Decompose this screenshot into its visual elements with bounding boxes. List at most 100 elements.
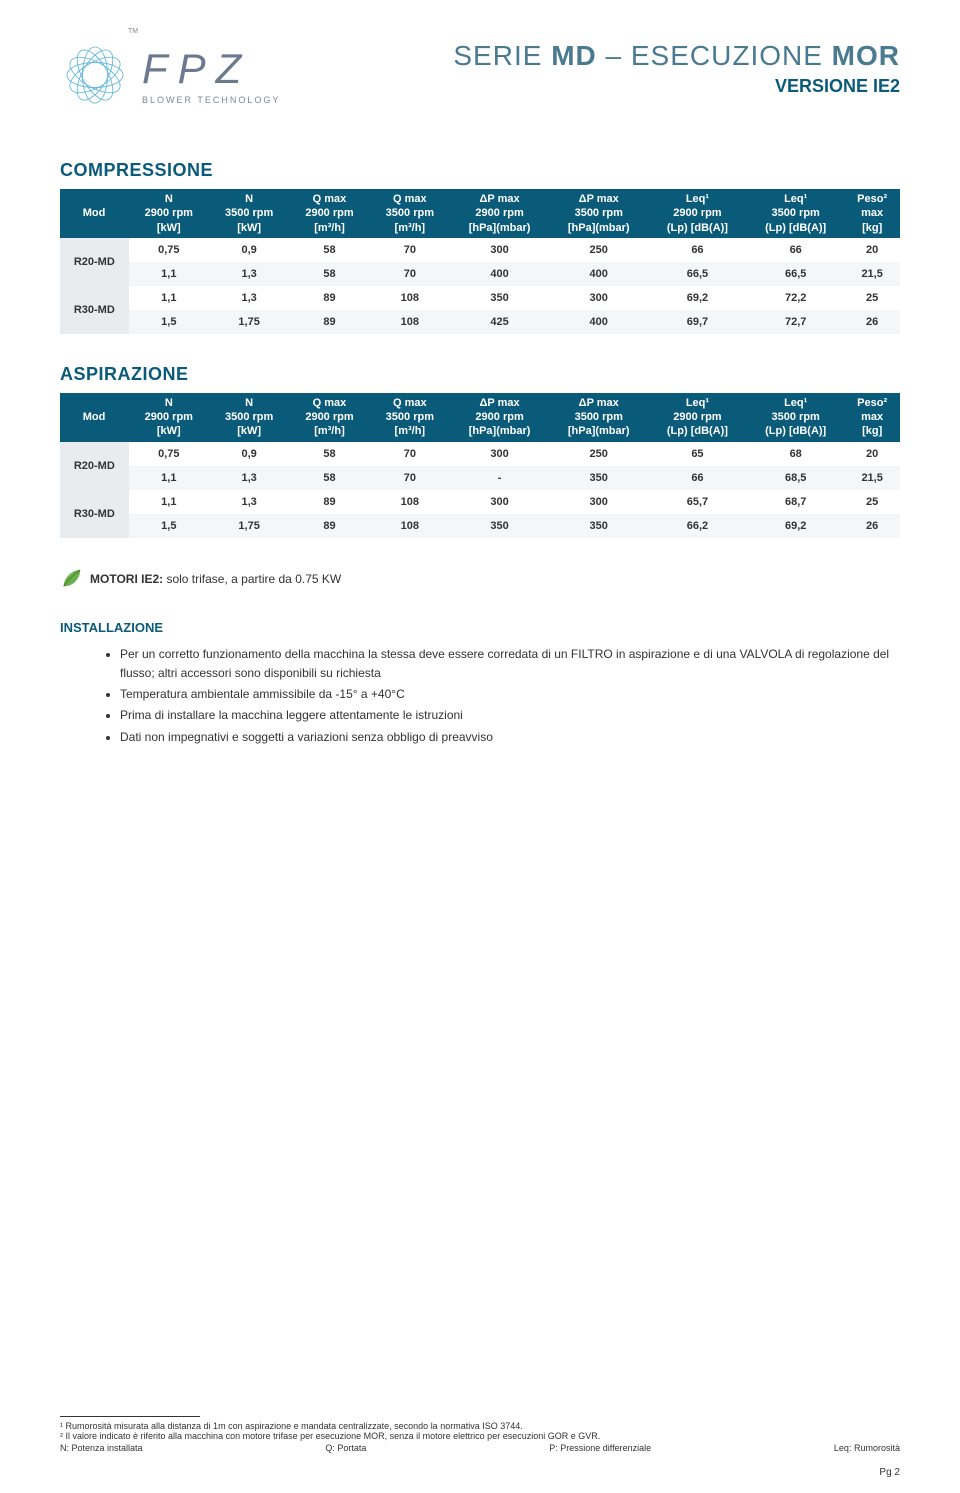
data-cell: 1,1 bbox=[129, 286, 209, 310]
column-header: Peso²max[kg] bbox=[845, 189, 900, 238]
column-header: Leq¹2900 rpm(Lp) [dB(A)] bbox=[648, 393, 746, 442]
install-item: Temperatura ambientale ammissibile da -1… bbox=[120, 685, 900, 704]
data-cell: 0,75 bbox=[129, 442, 209, 466]
data-cell: - bbox=[450, 466, 549, 490]
brand-tagline: BLOWER TECHNOLOGY bbox=[142, 95, 280, 105]
logo-text: FPZ BLOWER TECHNOLOGY bbox=[142, 45, 280, 105]
data-cell: 66 bbox=[648, 466, 746, 490]
swirl-icon bbox=[60, 40, 130, 110]
aspirazione-tbody: R20-MD0,750,95870300250656820 1,11,35870-… bbox=[60, 442, 900, 538]
motori-text: MOTORI IE2: solo trifase, a partire da 0… bbox=[90, 572, 341, 586]
column-header: N3500 rpm[kW] bbox=[209, 189, 289, 238]
title-part-a: SERIE bbox=[453, 40, 551, 71]
page-footer: ¹ Rumorosità misurata alla distanza di 1… bbox=[60, 1416, 900, 1453]
mod-cell: R30-MD bbox=[60, 490, 129, 538]
data-cell: 68,5 bbox=[747, 466, 845, 490]
data-cell: 66,5 bbox=[648, 262, 746, 286]
data-cell: 0,9 bbox=[209, 442, 289, 466]
data-cell: 350 bbox=[450, 514, 549, 538]
data-cell: 300 bbox=[549, 286, 648, 310]
page-title: SERIE MD – ESECUZIONE MOR bbox=[453, 40, 900, 72]
data-cell: 72,2 bbox=[747, 286, 845, 310]
data-cell: 1,75 bbox=[209, 310, 289, 334]
column-header: Q max2900 rpm[m³/h] bbox=[289, 393, 369, 442]
data-cell: 425 bbox=[450, 310, 549, 334]
title-area: SERIE MD – ESECUZIONE MOR VERSIONE IE2 bbox=[453, 40, 900, 97]
data-cell: 300 bbox=[549, 490, 648, 514]
column-header: Leq¹3500 rpm(Lp) [dB(A)] bbox=[747, 393, 845, 442]
table-row: R20-MD0,750,95870300250656820 bbox=[60, 442, 900, 466]
footnote-1: ¹ Rumorosità misurata alla distanza di 1… bbox=[60, 1421, 900, 1431]
data-cell: 58 bbox=[289, 466, 369, 490]
column-header: Mod bbox=[60, 393, 129, 442]
page-subtitle: VERSIONE IE2 bbox=[453, 76, 900, 97]
data-cell: 1,3 bbox=[209, 490, 289, 514]
brand-name: FPZ bbox=[142, 45, 280, 93]
mod-cell: R20-MD bbox=[60, 442, 129, 490]
table-row: R30-MD1,11,38910830030065,768,725 bbox=[60, 490, 900, 514]
column-header: Mod bbox=[60, 189, 129, 238]
data-cell: 350 bbox=[450, 286, 549, 310]
motori-row: MOTORI IE2: solo trifase, a partire da 0… bbox=[60, 568, 900, 590]
data-cell: 1,5 bbox=[129, 310, 209, 334]
data-cell: 1,3 bbox=[209, 262, 289, 286]
data-cell: 350 bbox=[549, 466, 648, 490]
table-row: 1,51,758910835035066,269,226 bbox=[60, 514, 900, 538]
leaf-icon bbox=[60, 568, 82, 590]
table-row: 1,51,758910842540069,772,726 bbox=[60, 310, 900, 334]
compressione-table: ModN2900 rpm[kW]N3500 rpm[kW]Q max2900 r… bbox=[60, 189, 900, 334]
footer-legend: N: Potenza installata Q: Portata P: Pres… bbox=[60, 1443, 900, 1453]
column-header: Peso²max[kg] bbox=[845, 393, 900, 442]
data-cell: 58 bbox=[289, 238, 369, 262]
mod-cell: R20-MD bbox=[60, 238, 129, 286]
data-cell: 300 bbox=[450, 238, 549, 262]
data-cell: 21,5 bbox=[845, 262, 900, 286]
column-header: Leq¹2900 rpm(Lp) [dB(A)] bbox=[648, 189, 746, 238]
page-number: Pg 2 bbox=[879, 1467, 900, 1478]
aspirazione-thead: ModN2900 rpm[kW]N3500 rpm[kW]Q max2900 r… bbox=[60, 393, 900, 442]
legend-q: Q: Portata bbox=[325, 1443, 366, 1453]
footnote-2: ² Il valore indicato è riferito alla mac… bbox=[60, 1431, 900, 1441]
data-cell: 400 bbox=[450, 262, 549, 286]
data-cell: 72,7 bbox=[747, 310, 845, 334]
aspirazione-title: ASPIRAZIONE bbox=[60, 364, 900, 385]
data-cell: 21,5 bbox=[845, 466, 900, 490]
logo-area: FPZ BLOWER TECHNOLOGY bbox=[60, 40, 280, 110]
data-cell: 68 bbox=[747, 442, 845, 466]
motori-label: MOTORI IE2: bbox=[90, 572, 163, 586]
data-cell: 20 bbox=[845, 238, 900, 262]
data-cell: 66 bbox=[747, 238, 845, 262]
data-cell: 300 bbox=[450, 490, 549, 514]
column-header: ΔP max3500 rpm[hPa](mbar) bbox=[549, 393, 648, 442]
data-cell: 26 bbox=[845, 514, 900, 538]
compressione-title: COMPRESSIONE bbox=[60, 160, 900, 181]
data-cell: 1,3 bbox=[209, 466, 289, 490]
data-cell: 1,1 bbox=[129, 262, 209, 286]
column-header: Q max2900 rpm[m³/h] bbox=[289, 189, 369, 238]
data-cell: 0,9 bbox=[209, 238, 289, 262]
aspirazione-table: ModN2900 rpm[kW]N3500 rpm[kW]Q max2900 r… bbox=[60, 393, 900, 538]
data-cell: 25 bbox=[845, 286, 900, 310]
table-row: R20-MD0,750,95870300250666620 bbox=[60, 238, 900, 262]
column-header: N2900 rpm[kW] bbox=[129, 393, 209, 442]
data-cell: 350 bbox=[549, 514, 648, 538]
data-cell: 1,3 bbox=[209, 286, 289, 310]
data-cell: 89 bbox=[289, 514, 369, 538]
legend-n: N: Potenza installata bbox=[60, 1443, 143, 1453]
data-cell: 70 bbox=[370, 238, 450, 262]
data-cell: 108 bbox=[370, 514, 450, 538]
data-cell: 1,1 bbox=[129, 490, 209, 514]
data-cell: 69,2 bbox=[648, 286, 746, 310]
data-cell: 89 bbox=[289, 310, 369, 334]
table-row: 1,11,3587040040066,566,521,5 bbox=[60, 262, 900, 286]
data-cell: 400 bbox=[549, 262, 648, 286]
data-cell: 400 bbox=[549, 310, 648, 334]
data-cell: 108 bbox=[370, 286, 450, 310]
installazione-list: Per un corretto funzionamento della macc… bbox=[60, 645, 900, 747]
data-cell: 70 bbox=[370, 442, 450, 466]
data-cell: 66,2 bbox=[648, 514, 746, 538]
compressione-tbody: R20-MD0,750,958703002506666201,11,358704… bbox=[60, 238, 900, 334]
data-cell: 25 bbox=[845, 490, 900, 514]
data-cell: 68,7 bbox=[747, 490, 845, 514]
compressione-thead: ModN2900 rpm[kW]N3500 rpm[kW]Q max2900 r… bbox=[60, 189, 900, 238]
